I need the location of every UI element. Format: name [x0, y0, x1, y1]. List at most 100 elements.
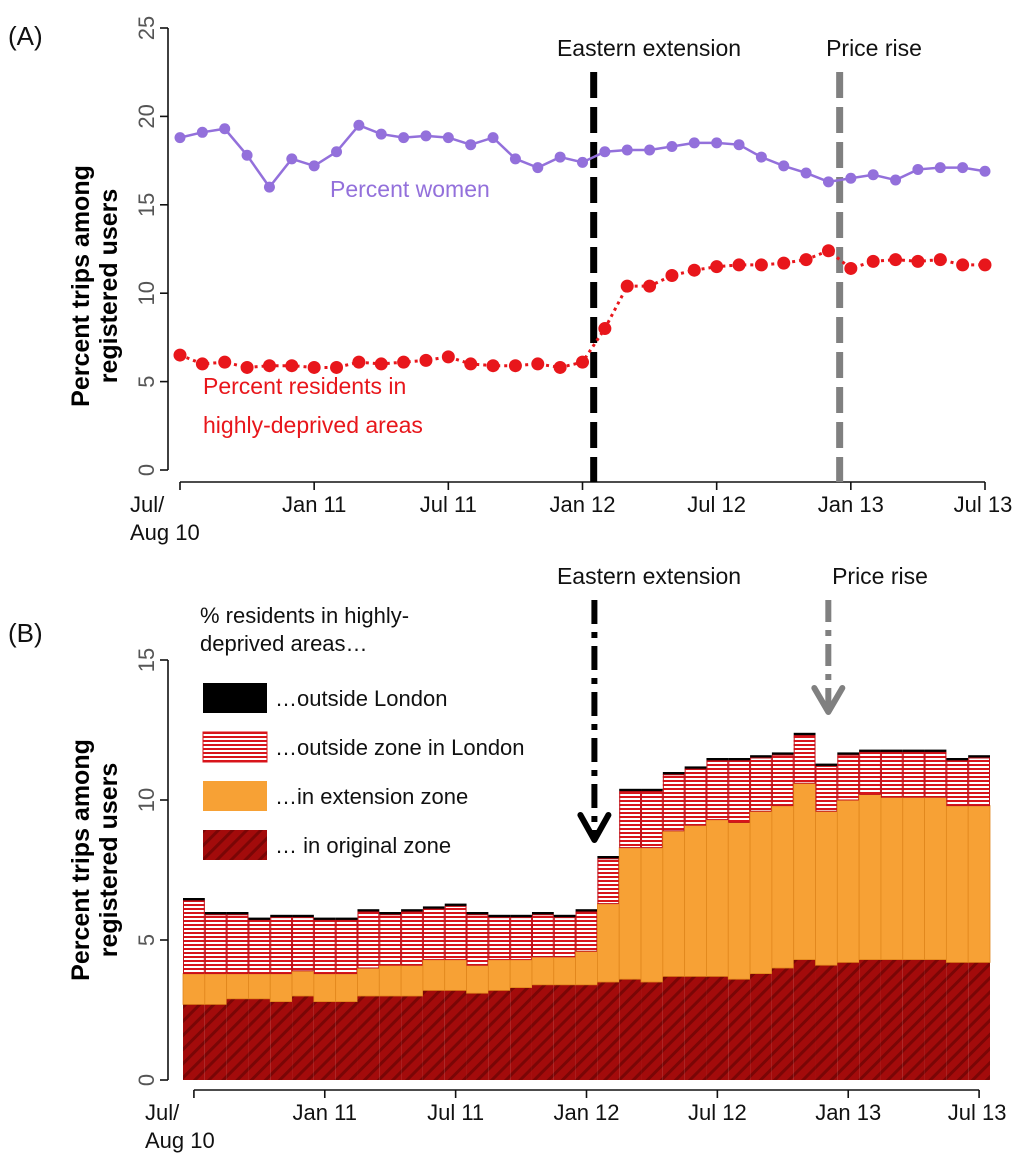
women-point [353, 119, 365, 131]
bar-segment-extension-zone [836, 799, 860, 963]
panel-b-x-tick-label: Jan 11 [293, 1100, 357, 1125]
deprived-point [218, 355, 232, 369]
women-point [599, 146, 611, 158]
bar-outline [313, 919, 336, 975]
bar-segment-outside-zone [270, 917, 293, 974]
panel-a-axes: 0 5 10 15 20 25 Jul/Aug 10 Jan 11 Jul 11 Jan 12 Ju… [130, 16, 1012, 545]
deprived-point [330, 360, 344, 374]
bar-segment-original-zone [728, 979, 751, 1080]
bar-segment-outside-london [662, 772, 685, 775]
bar-outline [859, 751, 881, 795]
bar-segment-outside-london [619, 788, 642, 792]
bar-segment-original-zone [662, 976, 685, 1080]
bar-segment-outside-zone [706, 760, 729, 820]
bar-segment-extension-zone [335, 973, 358, 1002]
bar-segment-outside-london [531, 912, 554, 915]
bar-segment-outside-zone [662, 774, 685, 831]
bar-outline [510, 917, 532, 961]
bar-outline [684, 768, 707, 826]
bar-segment-extension-zone [487, 959, 511, 991]
women-point [822, 176, 834, 188]
bar-segment-original-zone [684, 976, 707, 1080]
bar-segment-original-zone [553, 984, 576, 1080]
bar-segment-outside-london [248, 917, 271, 921]
bar-segment-outside-zone [379, 914, 402, 966]
panel-b-y-tick-label: 5 [134, 934, 159, 946]
bar-segment-original-zone [510, 987, 532, 1080]
women-point [912, 163, 924, 175]
legend-label-extension: …in extension zone [275, 784, 468, 809]
bar-segment-extension-zone [378, 964, 402, 997]
deprived-point [911, 254, 925, 268]
bar-segment-outside-london [553, 914, 576, 918]
bar-segment-extension-zone [924, 796, 947, 961]
bar-outline [706, 760, 729, 821]
bar-segment-outside-zone [292, 917, 314, 971]
bar-segment-extension-zone [902, 796, 925, 961]
deprived-point [553, 360, 567, 374]
bar-segment-original-zone [488, 990, 511, 1080]
bar-segment-outside-zone [422, 909, 445, 960]
bar-segment-original-zone [270, 1001, 293, 1080]
bar-segment-outside-london [968, 755, 990, 758]
women-point [532, 162, 544, 174]
bar-outline [575, 911, 598, 952]
bar-segment-outside-zone [728, 760, 751, 823]
bar-segment-outside-london [575, 909, 598, 912]
women-point [308, 160, 320, 172]
bar-segment-extension-zone [706, 819, 729, 977]
bar-segment-outside-london [902, 749, 925, 753]
panel-a-ylabel-line1: Percent trips among [67, 165, 95, 407]
panel-b-eastern-label: Eastern extension [557, 563, 741, 589]
deprived-point [508, 359, 522, 373]
deprived-point [464, 357, 478, 371]
bar-outline [924, 751, 947, 798]
bar-segment-original-zone [946, 962, 969, 1080]
panel-a-x-tick-label: Aug 10 [130, 520, 200, 545]
women-point [487, 132, 499, 144]
bar-segment-outside-london [292, 914, 314, 918]
women-point [890, 174, 902, 186]
bar-segment-original-zone [902, 959, 925, 1080]
bar-segment-outside-zone [684, 769, 707, 826]
bar-segment-outside-london [444, 903, 467, 907]
bar-segment-outside-london [510, 914, 532, 918]
bar-segment-outside-zone [924, 752, 947, 798]
panel-b-bars [182, 732, 991, 1080]
bar-outline [968, 757, 991, 807]
panel-b-x-tick-label: Aug 10 [145, 1128, 215, 1153]
bar-segment-outside-london [335, 917, 358, 921]
deprived-point [531, 357, 545, 371]
bar-outline [837, 754, 860, 801]
deprived-point [687, 263, 701, 277]
bar-segment-outside-london [226, 912, 249, 915]
bar-segment-outside-london [422, 906, 445, 910]
bar-segment-outside-london [204, 912, 227, 915]
bar-segment-outside-london [597, 856, 620, 859]
bar-outline [641, 791, 663, 849]
women-point [644, 144, 656, 156]
bar-segment-outside-zone [401, 912, 423, 966]
bar-segment-original-zone [837, 962, 860, 1080]
bar-segment-outside-london [750, 755, 772, 758]
deprived-point [620, 279, 634, 293]
legend-label-outside-zone: …outside zone in London [275, 735, 525, 760]
bar-segment-original-zone [204, 1004, 227, 1080]
deprived-point [598, 322, 612, 336]
bar-segment-original-zone [444, 990, 467, 1080]
bar-segment-outside-london [379, 912, 402, 915]
deprived-point [397, 355, 411, 369]
bar-outline [946, 760, 969, 807]
deprived-point [956, 258, 970, 272]
women-point [420, 130, 432, 142]
bar-segment-original-zone [641, 982, 663, 1080]
bar-outline [531, 914, 554, 958]
deprived-point [821, 244, 835, 258]
women-point [800, 167, 812, 179]
bar-segment-original-zone [357, 996, 380, 1080]
deprived-series-line [179, 249, 985, 369]
deprived-point [173, 348, 187, 362]
bar-outline [815, 765, 838, 812]
bar-segment-extension-zone [553, 956, 576, 986]
women-point [577, 156, 588, 168]
